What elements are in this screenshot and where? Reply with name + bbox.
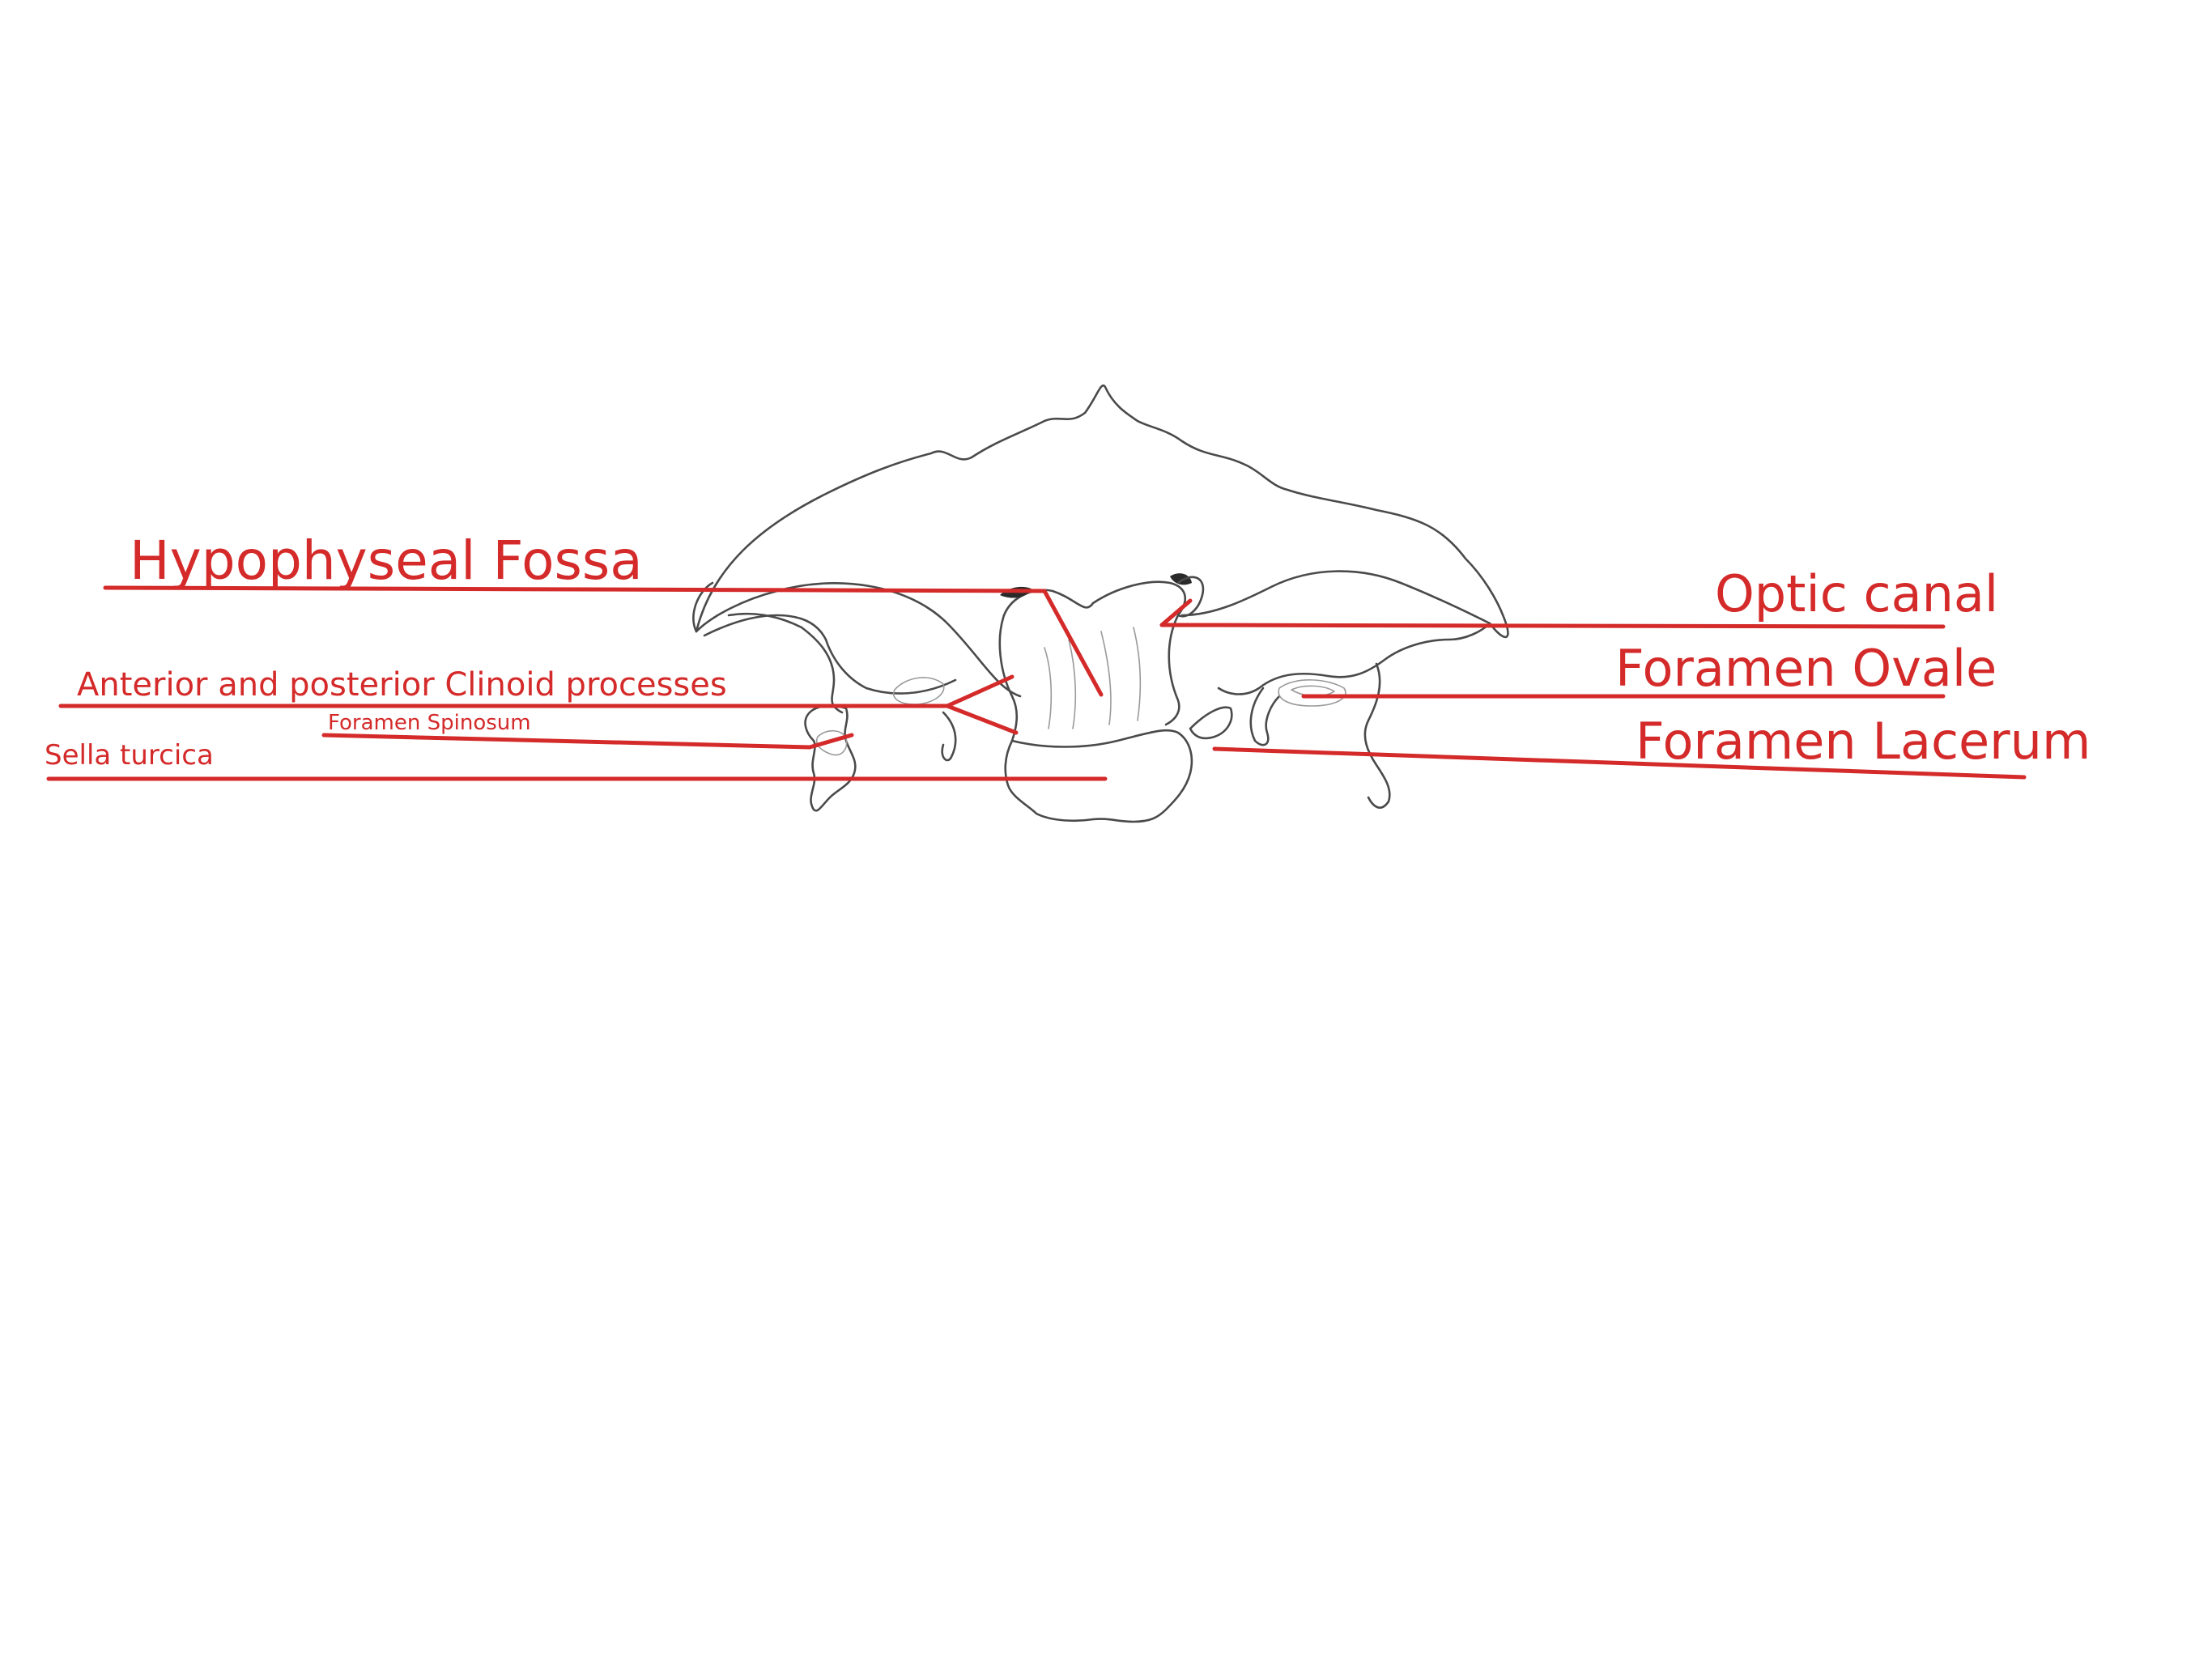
right-wing-lower [1363, 662, 1391, 809]
right-foramen-ovale-shape [1278, 679, 1346, 707]
sphenoid-bone-sketch [692, 384, 1509, 823]
right-wing-inner [1217, 622, 1491, 695]
left-lesser-wing [695, 582, 1022, 698]
label-optic-canal: Optic canal [1715, 564, 1999, 623]
sella-body [1002, 580, 1186, 726]
leader-hypophyseal-fossa-pointer [1042, 589, 1104, 697]
left-foramen-spinosum-shape [816, 729, 848, 756]
greater-wing-outline [695, 384, 1509, 639]
leader-foramen-spinosum-pointer [807, 733, 854, 750]
sella-left-wall [998, 614, 1019, 742]
dorsum-sellae [1010, 729, 1193, 823]
label-anterior-posterior-clinoid: Anterior and posterior Clinoid processes [77, 666, 727, 704]
label-foramen-lacerum: Foramen Lacerum [1636, 712, 2091, 771]
label-sella-turcica: Sella turcica [45, 739, 214, 772]
leader-hypophyseal-fossa [103, 585, 1047, 593]
leader-optic-canal-pointer [1159, 598, 1193, 627]
left-wing-lower [727, 612, 844, 714]
left-foramen-ovale-shape [893, 677, 945, 705]
right-lesser-wing [1180, 570, 1491, 625]
right-anterior-clinoid-mark [1170, 573, 1192, 585]
label-hypophyseal-fossa: Hypophyseal Fossa [130, 529, 643, 592]
label-foramen-ovale: Foramen Ovale [1615, 639, 1997, 698]
leader-clinoid-upper [945, 674, 1015, 708]
left-pterygoid-outline [804, 704, 857, 812]
leader-optic-canal [1159, 623, 1946, 629]
annotation-leaders [46, 585, 2027, 781]
left-lower-process [941, 711, 957, 762]
leader-foramen-lacerum [1212, 746, 2027, 780]
left-greater-wing-tip [692, 581, 714, 633]
right-pterygoid [1249, 687, 1281, 746]
clivus-outline [1004, 739, 1095, 823]
right-lacerum-region [1189, 706, 1233, 740]
leader-foramen-spinosum [321, 733, 812, 750]
label-foramen-spinosum: Foramen Spinosum [328, 711, 531, 735]
sella-floor-lines [1044, 627, 1142, 729]
leader-clinoid-lower [945, 704, 1019, 735]
left-wing-inner-curve [703, 614, 957, 695]
